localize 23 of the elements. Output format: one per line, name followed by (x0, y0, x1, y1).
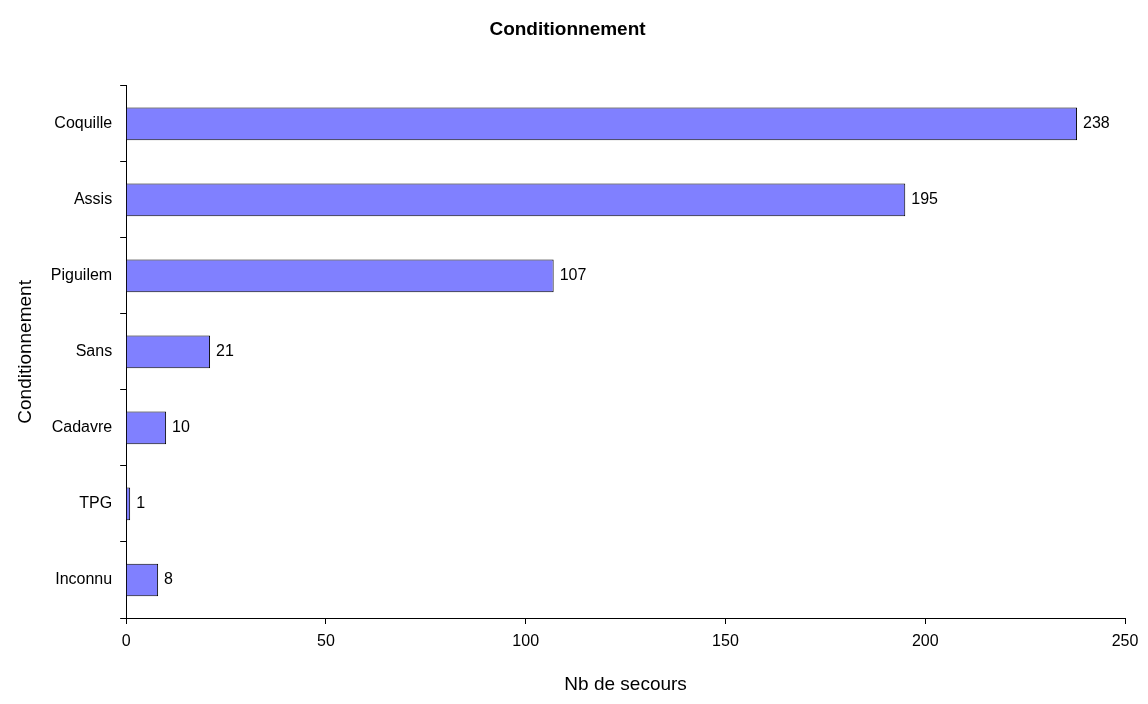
data-label: 195 (911, 190, 939, 208)
x-axis-title: Nb de secours (564, 672, 687, 694)
y-tick-label: TPG (79, 494, 113, 512)
data-label: 8 (164, 570, 174, 588)
y-tick-label: Inconnu (55, 570, 113, 588)
y-tick-label: Coquille (54, 114, 113, 132)
y-tick-label: Assis (73, 190, 113, 208)
x-tick-label: 250 (1111, 632, 1139, 650)
data-label: 21 (216, 342, 234, 360)
y-tick-label: Sans (75, 342, 113, 360)
data-label: 238 (1083, 114, 1110, 132)
y-tick-label: Piguilem (50, 266, 113, 284)
x-tick-label: 50 (317, 632, 335, 650)
y-tick-label: Cadavre (51, 418, 113, 436)
x-tick-label: 150 (712, 632, 739, 650)
data-label: 107 (559, 266, 587, 284)
x-tick-label: 200 (911, 632, 939, 650)
x-tick-label: 100 (512, 632, 540, 650)
chart-title: Conditionnement (489, 17, 647, 39)
y-axis-title: Conditionnement (13, 279, 35, 424)
data-label: 10 (172, 418, 191, 436)
data-label: 1 (136, 494, 146, 512)
x-tick-label: 0 (121, 632, 131, 650)
